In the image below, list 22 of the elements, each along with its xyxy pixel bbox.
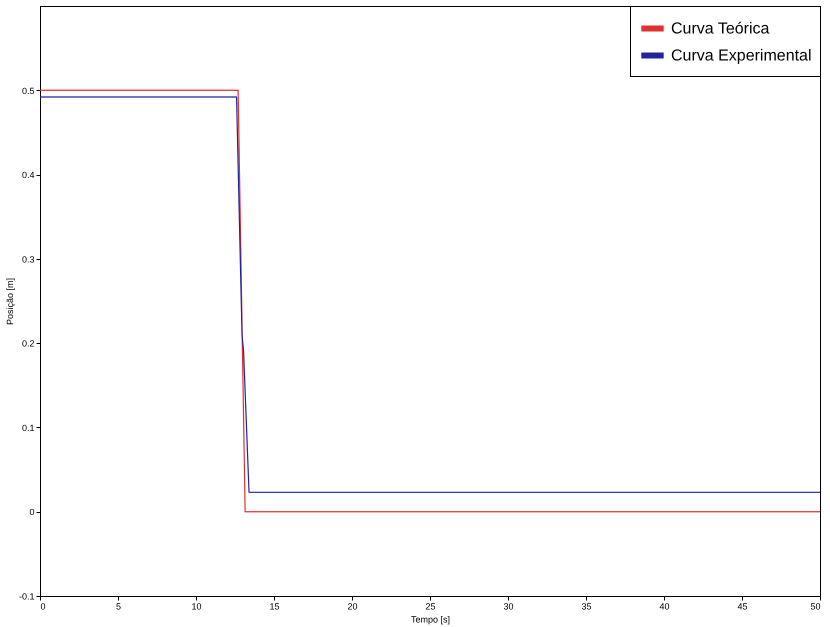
x-axis-title: Tempo [s]	[410, 614, 450, 624]
x-tick-label: 5	[116, 602, 122, 612]
x-tick-label: 15	[269, 602, 280, 612]
y-tick-label: 0.5	[22, 86, 34, 96]
y-tick-label: 0.4	[22, 170, 34, 180]
y-tick-label: 0	[29, 507, 34, 518]
y-tick-label: 0.3	[22, 254, 34, 264]
y-tick-label: -0.1	[18, 592, 34, 602]
y-tick-label: 0.1	[22, 422, 34, 433]
x-tick-label: 40	[659, 602, 670, 612]
x-tick-label: 50	[810, 602, 820, 612]
legend-label: Curva Teórica	[671, 20, 770, 38]
x-tick-label: 20	[347, 602, 358, 612]
x-tick-label: 0	[40, 602, 46, 612]
y-tick-label: 0.2	[22, 338, 34, 349]
legend-label: Curva Experimental	[671, 48, 812, 64]
y-axis-title: Posição [m]	[4, 278, 15, 326]
x-tick-label: 35	[581, 602, 592, 612]
x-tick-label: 25	[425, 602, 436, 612]
x-tick-label: 30	[503, 602, 514, 612]
x-tick-label: 10	[191, 602, 202, 612]
x-tick-label: 45	[737, 602, 748, 612]
